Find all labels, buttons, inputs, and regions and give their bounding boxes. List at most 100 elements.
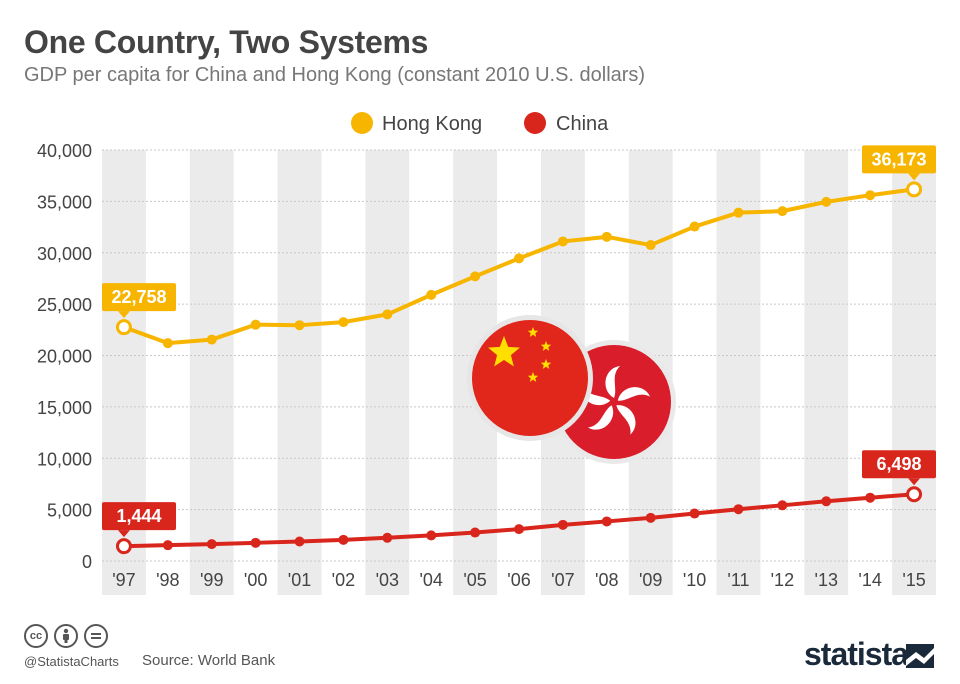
category-stripe bbox=[716, 150, 761, 595]
x-tick-label: '12 bbox=[771, 570, 794, 590]
x-tick-label: '15 bbox=[902, 570, 925, 590]
data-label-callout: 1,444 bbox=[102, 502, 176, 538]
source-note: Source: World Bank bbox=[142, 652, 276, 669]
data-point bbox=[733, 504, 744, 515]
data-label-callout: 36,173 bbox=[862, 145, 936, 181]
y-tick-label: 15,000 bbox=[37, 398, 92, 418]
x-tick-label: '01 bbox=[288, 570, 311, 590]
legend-marker bbox=[351, 112, 373, 134]
x-tick-label: '02 bbox=[332, 570, 355, 590]
series-line-china bbox=[123, 492, 915, 549]
x-tick-label: '03 bbox=[376, 570, 399, 590]
data-point bbox=[777, 206, 788, 217]
data-label: 1,444 bbox=[116, 506, 161, 526]
data-point bbox=[601, 516, 612, 527]
china-flag-icon bbox=[467, 315, 593, 441]
x-tick-label: '09 bbox=[639, 570, 662, 590]
legend: Hong Kong China bbox=[351, 112, 609, 135]
category-stripe bbox=[277, 150, 322, 595]
callout-box bbox=[102, 283, 176, 312]
legend-label: China bbox=[556, 113, 609, 135]
y-tick-label: 5,000 bbox=[47, 501, 92, 521]
data-point bbox=[557, 519, 568, 530]
y-axis-ticks: 0 5,000 10,000 15,000 20,000 25,000 30,000 35,0… bbox=[37, 141, 92, 572]
callout-pointer bbox=[908, 173, 921, 181]
data-point bbox=[162, 338, 173, 349]
data-label: 22,758 bbox=[111, 287, 166, 307]
data-point bbox=[514, 253, 524, 264]
x-tick-label: '05 bbox=[463, 570, 486, 590]
data-point bbox=[426, 289, 437, 300]
data-point bbox=[382, 532, 393, 543]
data-point bbox=[821, 196, 832, 207]
callout-box bbox=[862, 450, 936, 479]
category-stripe bbox=[365, 150, 410, 595]
callout-box bbox=[102, 502, 176, 531]
data-point bbox=[162, 540, 173, 551]
data-point bbox=[338, 534, 349, 545]
license-icons: cc bbox=[24, 624, 108, 648]
data-label: 6,498 bbox=[876, 454, 921, 474]
data-point bbox=[865, 190, 876, 201]
no-derivatives-icon bbox=[84, 624, 108, 648]
data-point bbox=[294, 320, 305, 331]
data-point bbox=[206, 539, 217, 550]
y-tick-label: 0 bbox=[82, 552, 92, 572]
page-title: One Country, Two Systems bbox=[24, 24, 429, 60]
data-point bbox=[689, 508, 700, 519]
data-point bbox=[514, 524, 524, 535]
data-point bbox=[294, 536, 305, 547]
data-point bbox=[338, 317, 349, 328]
page-subtitle: GDP per capita for China and Hong Kong (… bbox=[24, 64, 646, 86]
creative-commons-icon: cc bbox=[24, 624, 48, 648]
attribution-icon bbox=[54, 624, 78, 648]
y-tick-label: 30,000 bbox=[37, 244, 92, 264]
data-point bbox=[865, 492, 876, 503]
data-point bbox=[733, 207, 744, 218]
data-point bbox=[115, 319, 132, 336]
x-tick-label: '07 bbox=[551, 570, 574, 590]
data-label-callout: 22,758 bbox=[102, 283, 176, 319]
x-tick-label: '00 bbox=[244, 570, 267, 590]
data-point bbox=[470, 271, 481, 282]
data-point bbox=[689, 221, 700, 232]
x-tick-label: '99 bbox=[200, 570, 223, 590]
y-tick-label: 20,000 bbox=[37, 347, 92, 367]
data-point bbox=[906, 486, 923, 503]
data-point bbox=[470, 527, 481, 538]
x-axis-ticks: '97 '98 '99 '00 '01 '02 '03 '04 '05 '06 '07 '08 '09 '… bbox=[112, 570, 926, 590]
category-stripe bbox=[189, 150, 234, 595]
x-tick-label: '14 bbox=[858, 570, 881, 590]
data-point bbox=[250, 537, 261, 548]
callout-pointer bbox=[117, 530, 130, 538]
data-point bbox=[777, 500, 788, 511]
statista-logo-icon bbox=[906, 644, 934, 668]
y-tick-label: 40,000 bbox=[37, 141, 92, 161]
y-tick-label: 25,000 bbox=[37, 295, 92, 315]
data-point bbox=[115, 538, 132, 555]
data-label: 36,173 bbox=[871, 149, 926, 169]
data-label-callout: 6,498 bbox=[862, 450, 936, 486]
x-tick-label: '13 bbox=[815, 570, 838, 590]
category-stripe bbox=[804, 150, 849, 595]
legend-marker bbox=[524, 112, 546, 134]
data-point bbox=[645, 240, 656, 251]
data-point bbox=[250, 319, 261, 330]
y-tick-label: 35,000 bbox=[37, 192, 92, 212]
x-tick-label: '11 bbox=[727, 570, 749, 590]
x-tick-label: '97 bbox=[112, 570, 135, 590]
data-point bbox=[382, 309, 393, 320]
x-tick-label: '10 bbox=[683, 570, 706, 590]
data-labels: 22,758 36,173 1,444 6,498 bbox=[102, 145, 936, 538]
x-tick-label: '08 bbox=[595, 570, 618, 590]
y-tick-label: 10,000 bbox=[37, 449, 92, 469]
data-point bbox=[206, 334, 217, 345]
brand-logo-text[interactable]: statista bbox=[804, 636, 909, 672]
callout-pointer bbox=[117, 311, 130, 319]
category-stripe bbox=[892, 150, 936, 595]
twitter-handle[interactable]: @StatistaCharts bbox=[24, 654, 119, 669]
x-tick-label: '06 bbox=[507, 570, 530, 590]
x-tick-label: '98 bbox=[156, 570, 179, 590]
callout-box bbox=[862, 145, 936, 174]
